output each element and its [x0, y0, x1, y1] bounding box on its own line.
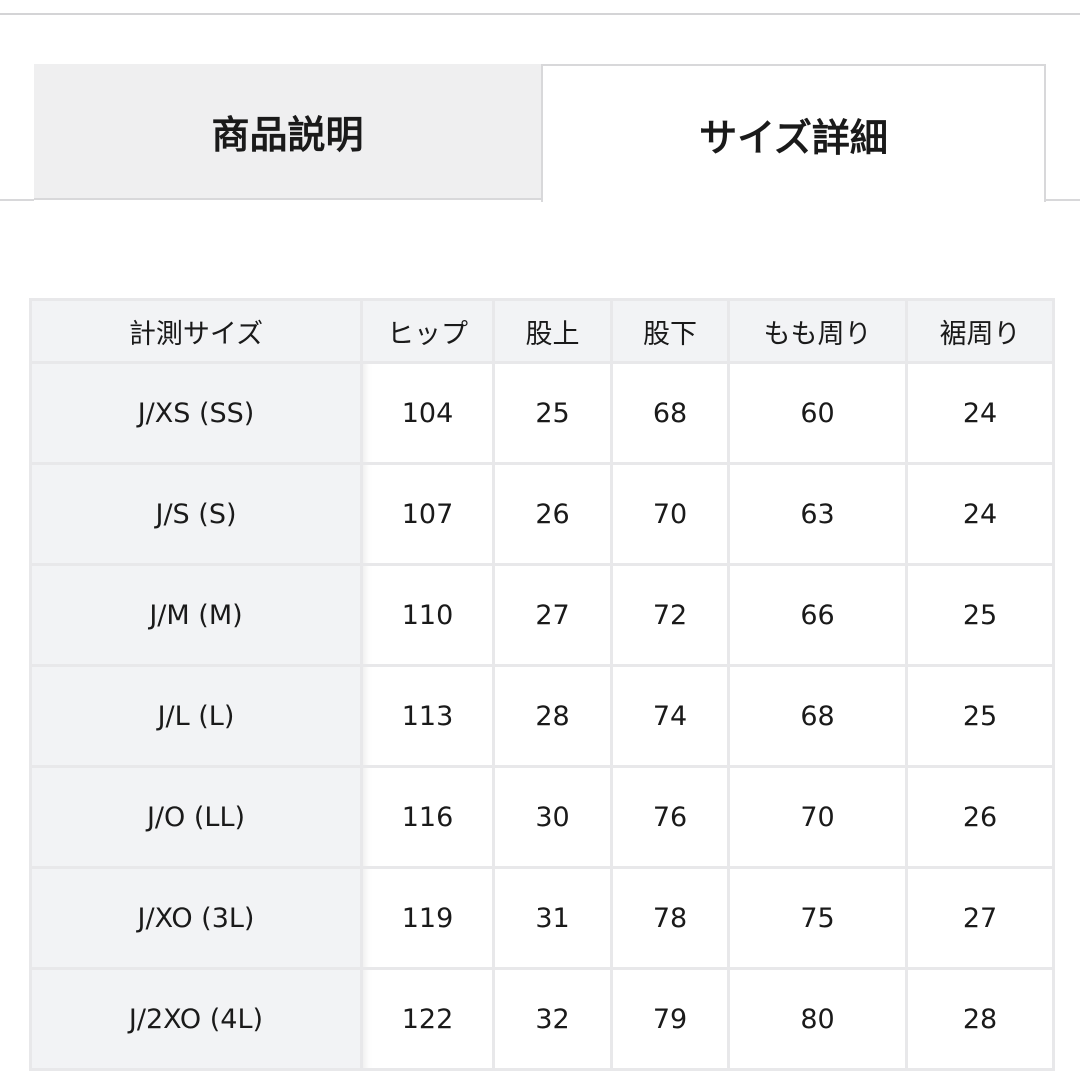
table-row: J/O (LL) 116 30 76 70 26	[29, 765, 1055, 869]
measurement-cell: 116	[360, 765, 495, 869]
measurement-cell: 24	[905, 361, 1055, 465]
tab-baseline-right	[1045, 199, 1080, 201]
measurement-cell: 31	[492, 866, 613, 970]
tab-size-details[interactable]: サイズ詳細	[541, 64, 1046, 202]
table-row: J/L (L) 113 28 74 68 25	[29, 664, 1055, 768]
measurement-cell: 60	[727, 361, 908, 465]
measurement-cell: 27	[905, 866, 1055, 970]
measurement-cell: 119	[360, 866, 495, 970]
measurement-cell: 25	[905, 664, 1055, 768]
measurement-cell: 28	[905, 967, 1055, 1071]
size-label-cell: J/2XO (4L)	[29, 967, 363, 1071]
size-label-cell: J/L (L)	[29, 664, 363, 768]
size-label-cell: J/S (S)	[29, 462, 363, 566]
measurement-cell: 78	[610, 866, 730, 970]
measurement-cell: 76	[610, 765, 730, 869]
measurement-cell: 30	[492, 765, 613, 869]
measurement-cell: 28	[492, 664, 613, 768]
table-row: J/M (M) 110 27 72 66 25	[29, 563, 1055, 667]
measurement-cell: 75	[727, 866, 908, 970]
measurement-cell: 32	[492, 967, 613, 1071]
measurement-cell: 70	[727, 765, 908, 869]
size-label-cell: J/XS (SS)	[29, 361, 363, 465]
top-divider	[0, 13, 1080, 15]
tab-baseline-left	[0, 199, 34, 201]
column-header: 計測サイズ	[29, 298, 363, 364]
measurement-cell: 104	[360, 361, 495, 465]
size-table: 計測サイズ ヒップ 股上 股下 もも周り 裾周り J/XS (SS) 104 25 68 60 24…	[29, 298, 1055, 1071]
measurement-cell: 68	[610, 361, 730, 465]
size-label-cell: J/M (M)	[29, 563, 363, 667]
measurement-cell: 27	[492, 563, 613, 667]
measurement-cell: 63	[727, 462, 908, 566]
measurement-cell: 110	[360, 563, 495, 667]
measurement-cell: 25	[492, 361, 613, 465]
measurement-cell: 122	[360, 967, 495, 1071]
measurement-cell: 80	[727, 967, 908, 1071]
measurement-cell: 74	[610, 664, 730, 768]
table-row: J/XO (3L) 119 31 78 75 27	[29, 866, 1055, 970]
column-header: 股上	[492, 298, 613, 364]
measurement-cell: 70	[610, 462, 730, 566]
measurement-cell: 79	[610, 967, 730, 1071]
measurement-cell: 66	[727, 563, 908, 667]
table-header-row: 計測サイズ ヒップ 股上 股下 もも周り 裾周り	[29, 298, 1055, 364]
table-row: J/2XO (4L) 122 32 79 80 28	[29, 967, 1055, 1071]
column-header: ヒップ	[360, 298, 495, 364]
size-label-cell: J/O (LL)	[29, 765, 363, 869]
measurement-cell: 107	[360, 462, 495, 566]
measurement-cell: 26	[905, 765, 1055, 869]
table-row: J/XS (SS) 104 25 68 60 24	[29, 361, 1055, 465]
tab-product-description[interactable]: 商品説明	[34, 64, 541, 200]
column-header: もも周り	[727, 298, 908, 364]
table-row: J/S (S) 107 26 70 63 24	[29, 462, 1055, 566]
measurement-cell: 24	[905, 462, 1055, 566]
measurement-cell: 26	[492, 462, 613, 566]
measurement-cell: 68	[727, 664, 908, 768]
size-label-cell: J/XO (3L)	[29, 866, 363, 970]
measurement-cell: 72	[610, 563, 730, 667]
measurement-cell: 113	[360, 664, 495, 768]
measurement-cell: 25	[905, 563, 1055, 667]
column-header: 裾周り	[905, 298, 1055, 364]
column-header: 股下	[610, 298, 730, 364]
